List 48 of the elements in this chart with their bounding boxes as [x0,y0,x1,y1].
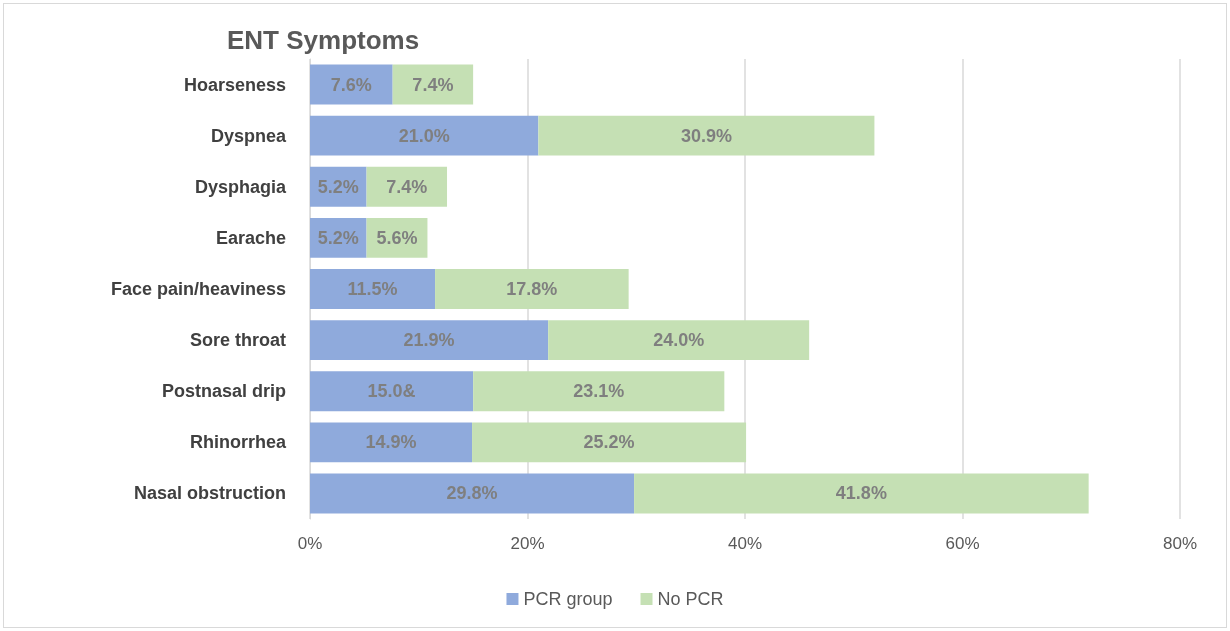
data-label: 5.2% [317,227,359,248]
data-label: 7.4% [386,176,428,197]
data-label: 17.8% [506,279,558,299]
data-label: 41.8% [835,483,887,504]
data-label: 7.4% [412,74,454,95]
data-label: 7.6% [330,74,372,95]
bar [435,269,629,309]
bar [366,166,448,207]
data-label: 23.1% [573,381,625,402]
bar [310,269,436,309]
bar [310,371,474,412]
legend-label: No PCR [657,589,724,609]
legend-label: PCR group [523,589,613,609]
data-label: 25.2% [583,432,635,453]
bar [538,115,875,156]
y-tick-label: Sore throat [189,330,286,351]
bar [310,115,539,156]
data-label: 21.0% [398,125,450,146]
x-tick-label: 80% [1162,534,1198,553]
bar [310,320,549,361]
y-tick-label: Face pain/heaviness [110,279,286,299]
bar [634,473,1089,514]
y-tick-label: Hoarseness [183,74,286,95]
data-label: 11.5% [347,279,398,299]
y-tick-label: Dyspnea [210,125,287,146]
data-label: 30.9% [680,125,732,146]
y-tick-label: Dysphagia [194,176,287,197]
data-label: 5.6% [376,227,418,248]
data-label: 29.8% [446,483,498,504]
bar [310,473,635,514]
data-label: 14.9% [365,432,417,453]
bar [310,422,473,463]
x-tick-label: 60% [945,534,980,553]
bar [548,320,810,361]
y-tick-label: Postnasal drip [161,381,286,402]
x-tick-label: 40% [727,534,763,553]
bar [472,422,747,463]
data-label: 5.2% [317,176,359,197]
chart-title: ENT Symptoms [227,25,420,55]
x-tick-label: 20% [510,534,545,553]
data-label: 15.0& [367,381,416,402]
x-tick-label: 0% [297,534,323,553]
y-tick-label: Rhinorrhea [189,432,287,453]
data-label: 24.0% [653,330,705,351]
y-tick-label: Earache [215,227,286,248]
data-label: 21.9% [403,330,455,351]
y-tick-label: Nasal obstruction [133,483,286,504]
bar [473,371,725,412]
